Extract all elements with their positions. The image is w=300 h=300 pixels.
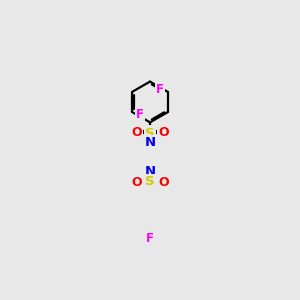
Text: N: N: [144, 136, 156, 149]
Text: F: F: [156, 83, 164, 96]
Text: O: O: [131, 126, 142, 139]
Text: S: S: [145, 175, 155, 188]
Text: O: O: [131, 176, 142, 189]
Text: N: N: [144, 165, 156, 178]
Text: O: O: [158, 176, 169, 189]
Text: O: O: [158, 126, 169, 139]
Text: F: F: [146, 232, 154, 245]
Text: F: F: [136, 108, 144, 121]
Text: S: S: [145, 127, 155, 140]
